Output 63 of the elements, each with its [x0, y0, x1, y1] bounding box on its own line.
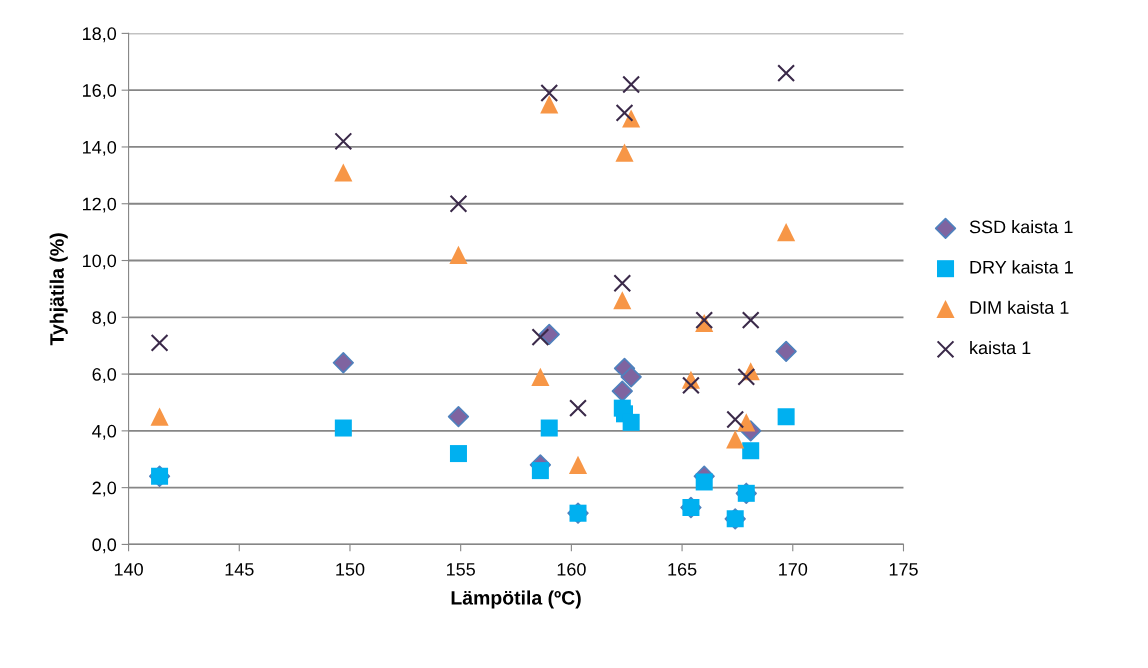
legend-label: DIM kaista 1: [970, 300, 1069, 314]
point: [449, 194, 468, 213]
point: [531, 328, 550, 347]
y-tick-label: 6,0: [92, 368, 117, 383]
point: [695, 473, 713, 491]
x-axis-title: Lämpötila (ºC): [451, 590, 581, 609]
x-tick-label: 175: [889, 563, 918, 576]
y-tick-label: 4,0: [92, 424, 117, 440]
point: [775, 340, 797, 363]
x-tick-label: 145: [225, 563, 254, 576]
y-axis-title: Tyhjätila (%): [49, 233, 68, 346]
point: [568, 455, 588, 474]
x-tick-label: 170: [779, 562, 808, 576]
y-tick-label: 14,0: [83, 140, 117, 156]
point: [726, 430, 745, 449]
point: [615, 103, 634, 122]
point: [742, 442, 760, 460]
point: [777, 223, 796, 242]
point: [538, 323, 560, 345]
point: [726, 410, 745, 429]
point: [531, 462, 549, 480]
point: [777, 64, 796, 83]
point: [615, 143, 634, 162]
point: [540, 419, 558, 437]
point: [777, 408, 795, 426]
point: [620, 366, 642, 388]
point: [334, 132, 353, 151]
point: [622, 413, 640, 431]
point: [540, 95, 559, 114]
point: [334, 163, 353, 182]
point: [449, 245, 468, 264]
point: [613, 291, 632, 310]
point: [531, 367, 550, 386]
x-tick-label: 155: [446, 563, 475, 576]
point: [681, 376, 700, 395]
point: [622, 109, 641, 128]
y-tick-label: 18,0: [83, 27, 117, 43]
point: [540, 84, 559, 102]
point: [449, 445, 467, 463]
point: [613, 274, 632, 293]
point: [334, 419, 352, 437]
point: [150, 407, 169, 426]
x-tick-label: 150: [336, 562, 365, 576]
y-tick-label: 0,0: [92, 538, 117, 554]
point: [737, 367, 756, 386]
y-tick-label: 12,0: [83, 197, 117, 213]
point: [622, 75, 641, 94]
point: [150, 333, 169, 352]
x-tick-label: 140: [114, 562, 143, 576]
point: [611, 380, 633, 402]
y-tick-label: 10,0: [83, 254, 117, 270]
point: [569, 399, 587, 418]
y-tick-label: 2,0: [92, 481, 117, 497]
point: [447, 406, 470, 428]
legend-label: DRY kaista 1: [970, 260, 1073, 274]
legend-label: kaista 1: [970, 340, 1031, 355]
y-tick-label: 16,0: [83, 84, 117, 100]
y-tick-label: 8,0: [92, 311, 117, 327]
x-tick-label: 165: [668, 562, 697, 576]
legend-label: SSD kaista 1: [969, 220, 1073, 234]
point: [741, 311, 760, 330]
point: [332, 352, 354, 374]
x-tick-label: 160: [557, 562, 586, 576]
